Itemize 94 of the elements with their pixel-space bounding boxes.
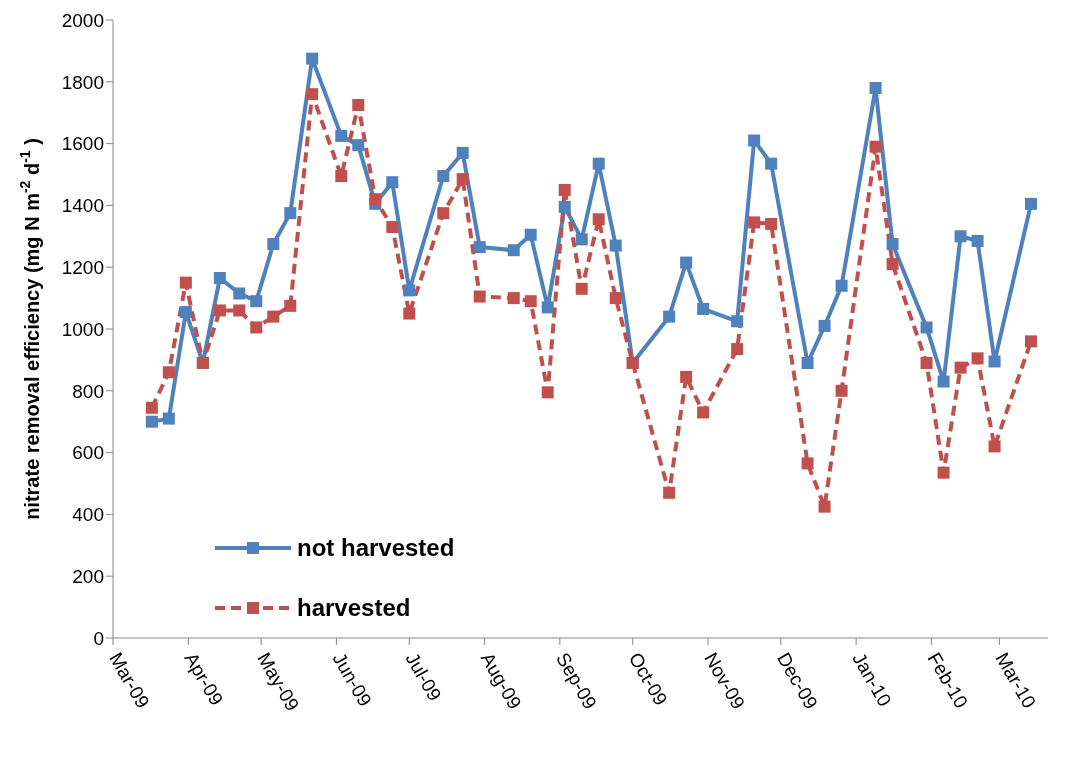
point (179, 276, 192, 289)
y-tick-label: 1400 (61, 195, 104, 217)
point (869, 81, 882, 94)
point (697, 302, 710, 315)
point (869, 140, 882, 153)
point (386, 176, 399, 189)
point (250, 295, 263, 308)
point (592, 213, 605, 226)
point (352, 98, 365, 111)
y-tick-label: 1800 (61, 71, 104, 93)
point (971, 352, 984, 365)
point (507, 292, 520, 305)
point (284, 299, 297, 312)
y-tick-label: 400 (72, 504, 104, 526)
point (920, 321, 933, 334)
point (306, 52, 319, 65)
point (162, 366, 175, 379)
point (162, 412, 175, 425)
point (145, 415, 158, 428)
point (575, 233, 588, 246)
y-tick-label: 600 (72, 442, 104, 464)
point (437, 207, 450, 220)
point (818, 319, 831, 332)
point (1025, 335, 1037, 348)
point (541, 301, 554, 314)
point (233, 304, 246, 317)
point (213, 304, 226, 317)
point (954, 361, 967, 374)
y-tick-label: 800 (72, 380, 104, 402)
point (886, 258, 899, 271)
point (592, 157, 605, 170)
point (818, 500, 831, 513)
point (524, 228, 537, 241)
point (403, 284, 416, 297)
point (801, 356, 814, 369)
point (609, 239, 622, 252)
point (609, 292, 622, 305)
point (835, 384, 848, 397)
point (697, 406, 710, 419)
point (663, 310, 676, 323)
point (473, 241, 486, 254)
point (954, 230, 967, 243)
point (306, 88, 319, 101)
y-tick-label: 1200 (61, 256, 104, 278)
point (473, 290, 486, 303)
point (233, 287, 246, 300)
point (403, 307, 416, 320)
point (663, 486, 676, 499)
point (213, 272, 226, 285)
point (835, 279, 848, 292)
y-tick-label: 1600 (61, 133, 104, 155)
point (456, 173, 469, 186)
point (145, 401, 158, 414)
point (1025, 197, 1037, 210)
legend-label: harvested (297, 594, 411, 622)
point (937, 375, 950, 388)
point (920, 356, 933, 369)
point (267, 238, 280, 251)
point (335, 170, 348, 183)
point (680, 256, 693, 269)
point (335, 129, 348, 142)
legend-label: not harvested (297, 534, 455, 562)
y-tick-label: 2000 (61, 9, 104, 31)
y-tick-label: 200 (72, 565, 104, 587)
point (937, 466, 950, 479)
point (352, 139, 365, 152)
point (507, 244, 520, 257)
y-tick-label: 0 (93, 627, 104, 649)
point (250, 321, 263, 334)
point (575, 282, 588, 295)
point (748, 134, 761, 147)
point (267, 310, 280, 323)
point (179, 306, 192, 319)
point (971, 234, 984, 247)
point (765, 217, 778, 230)
point (386, 221, 399, 234)
point (988, 355, 1001, 368)
point (456, 146, 469, 159)
y-tick-label: 1000 (61, 318, 104, 340)
point (886, 238, 899, 251)
point (801, 457, 814, 470)
point (988, 440, 1001, 453)
point (731, 315, 744, 328)
point (748, 216, 761, 229)
point (731, 343, 744, 356)
point (558, 183, 571, 196)
point (541, 386, 554, 399)
point (680, 370, 693, 383)
point (369, 193, 382, 206)
point (524, 295, 537, 308)
point (558, 200, 571, 213)
point (284, 207, 297, 220)
point (437, 170, 450, 183)
point (765, 157, 778, 170)
